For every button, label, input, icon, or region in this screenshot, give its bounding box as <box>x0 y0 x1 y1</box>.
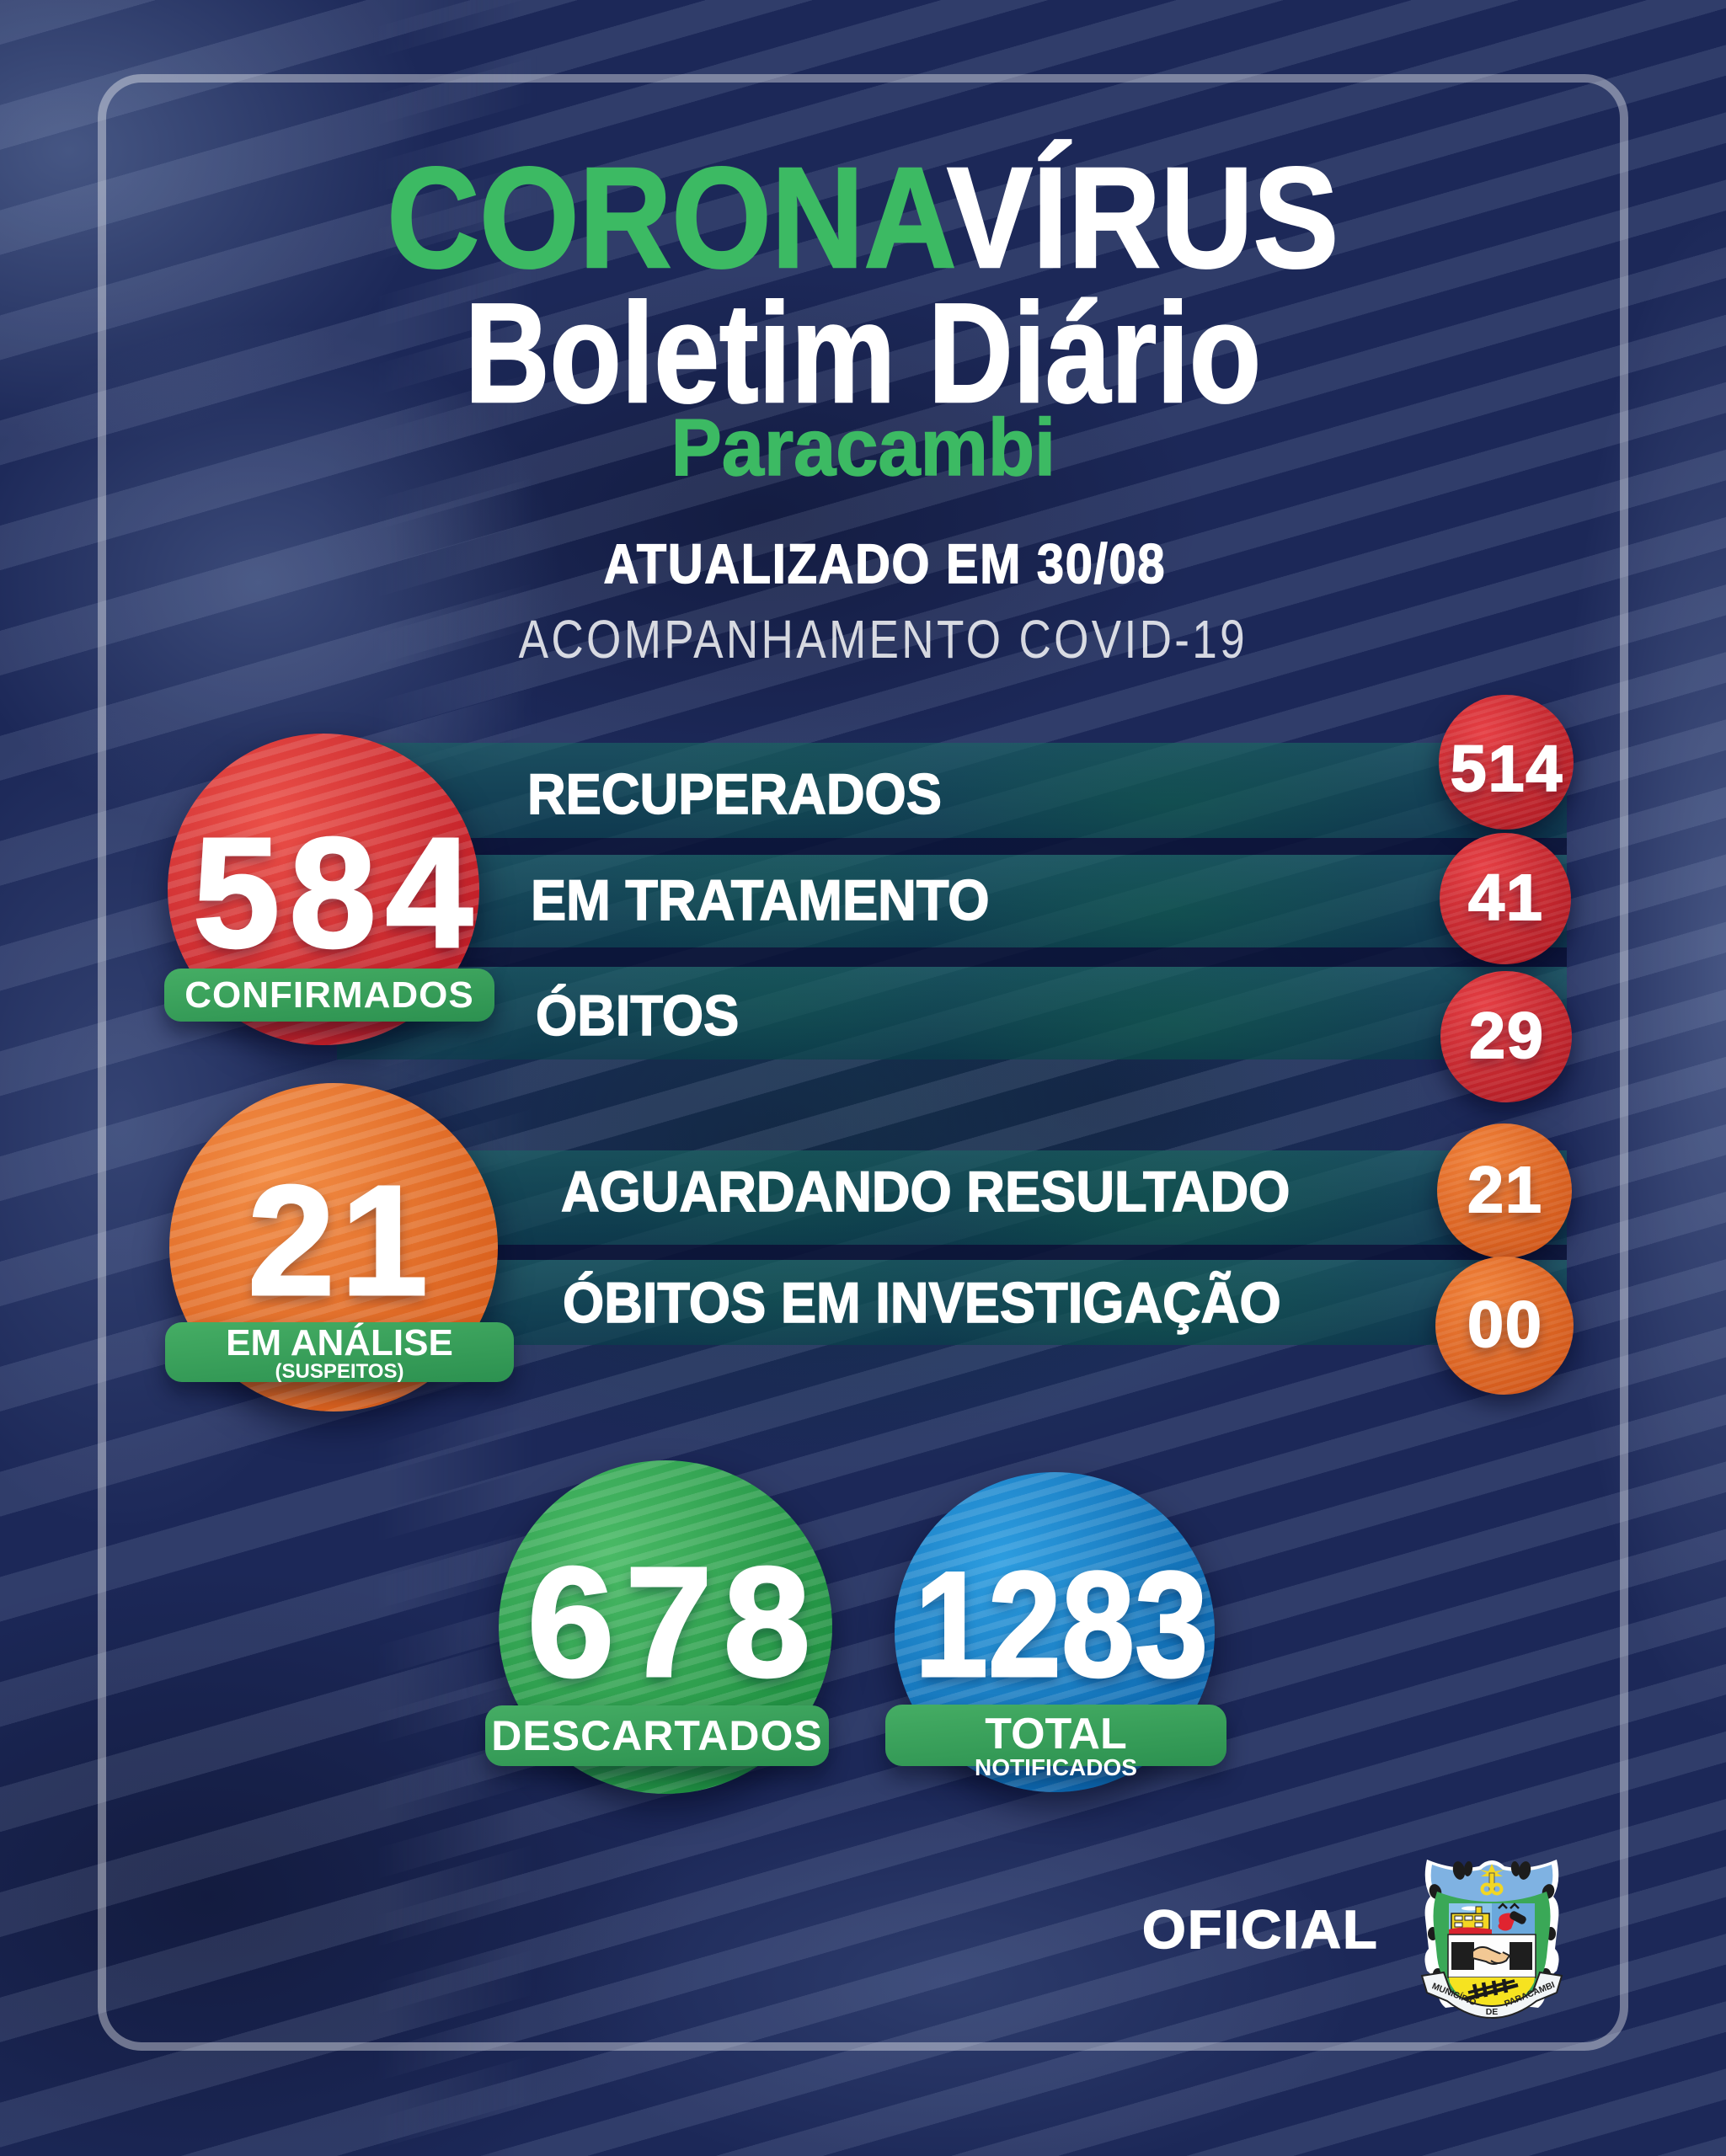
svg-text:DE: DE <box>1486 2007 1499 2017</box>
